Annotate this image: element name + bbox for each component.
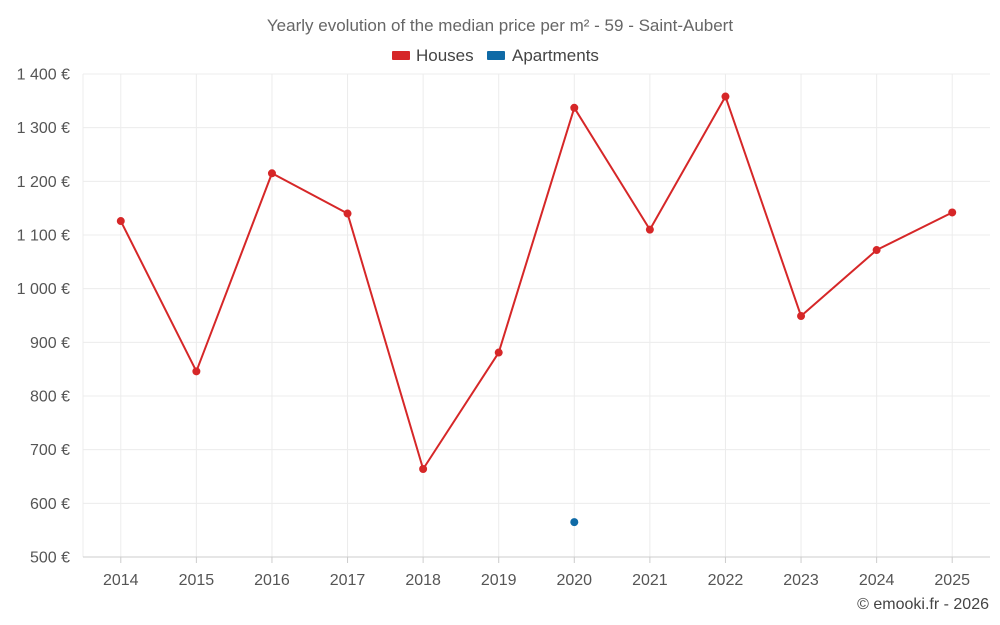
y-tick-label: 1 100 €	[17, 228, 70, 245]
data-point-houses-2014[interactable]	[116, 217, 125, 226]
y-tick-label: 600 €	[30, 496, 70, 513]
data-point-houses-2023[interactable]	[797, 312, 806, 321]
y-tick-label: 900 €	[30, 335, 70, 352]
series	[116, 92, 957, 527]
x-tick-label: 2025	[934, 572, 970, 589]
gridlines	[82, 73, 990, 557]
x-tick-label: 2018	[405, 572, 441, 589]
y-tick-label: 500 €	[30, 550, 70, 567]
y-tick-label: 800 €	[30, 389, 70, 406]
x-tick-label: 2024	[859, 572, 895, 589]
legend-swatch-houses	[392, 51, 410, 60]
series-line-houses	[119, 95, 953, 470]
x-tick-label: 2016	[254, 572, 290, 589]
data-point-houses-2021[interactable]	[645, 225, 654, 234]
data-point-houses-2024[interactable]	[872, 246, 881, 255]
x-tick-label: 2023	[783, 572, 819, 589]
y-tick-label: 700 €	[30, 442, 70, 459]
data-point-houses-2015[interactable]	[192, 367, 201, 376]
data-point-houses-2022[interactable]	[721, 92, 730, 101]
legend-label-houses: Houses	[416, 46, 474, 65]
x-tick-label: 2017	[330, 572, 366, 589]
data-point-houses-2019[interactable]	[494, 348, 503, 357]
legend: Houses Apartments	[392, 46, 599, 65]
data-point-houses-2020[interactable]	[570, 103, 579, 112]
x-tick-label: 2019	[481, 572, 517, 589]
y-tick-label: 1 300 €	[17, 120, 70, 137]
data-point-houses-2025[interactable]	[948, 208, 957, 217]
data-point-apartments-2020[interactable]	[570, 518, 579, 527]
chart-title: Yearly evolution of the median price per…	[267, 16, 733, 35]
data-point-houses-2018[interactable]	[419, 464, 428, 473]
y-tick-label: 1 400 €	[17, 67, 70, 84]
axes: 500 € 600 € 700 € 800 € 900 € 1 000 € 1 100 € 1…	[17, 67, 990, 589]
y-tick-label: 1 200 €	[17, 174, 70, 191]
data-point-houses-2017[interactable]	[343, 209, 352, 218]
x-tick-label: 2014	[103, 572, 139, 589]
x-tick-label: 2020	[556, 572, 592, 589]
y-tick-label: 1 000 €	[17, 281, 70, 298]
x-tick-label: 2021	[632, 572, 668, 589]
x-tick-label: 2022	[708, 572, 744, 589]
legend-item-houses[interactable]: Houses	[392, 46, 474, 65]
x-tick-label: 2015	[179, 572, 215, 589]
legend-item-apartments[interactable]: Apartments	[487, 46, 599, 65]
legend-swatch-apartments	[487, 51, 505, 60]
credit-text: © emooki.fr - 2026	[857, 596, 989, 613]
legend-label-apartments: Apartments	[512, 46, 599, 65]
data-point-houses-2016[interactable]	[267, 169, 276, 178]
